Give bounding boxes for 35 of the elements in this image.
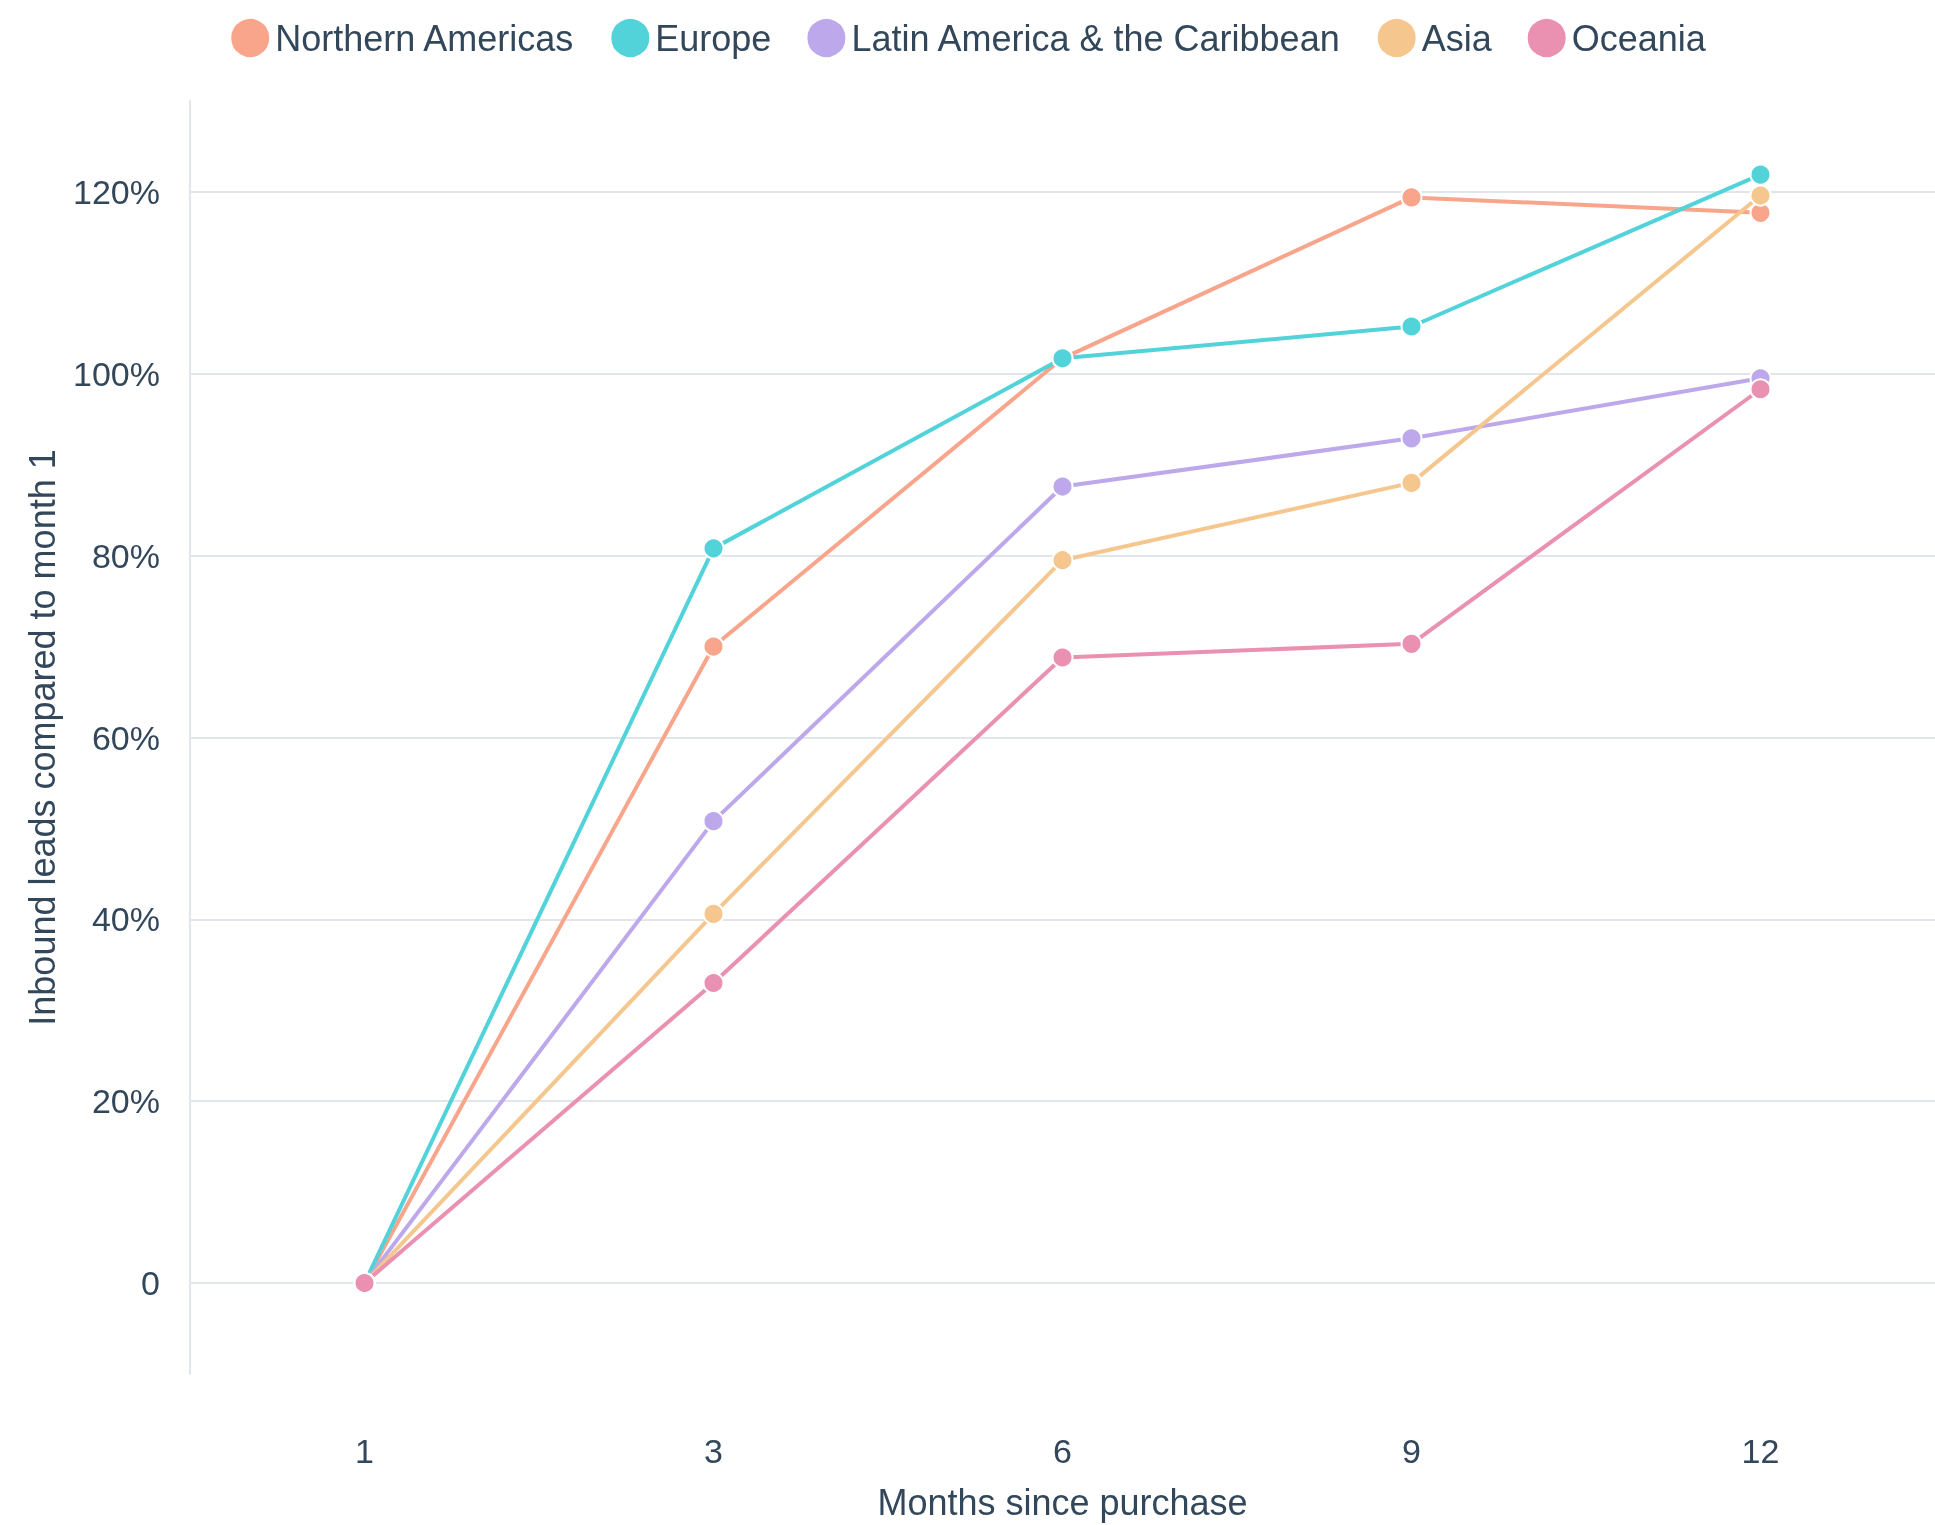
point (1749, 184, 1772, 207)
x-tick-label: 1 (355, 1432, 374, 1470)
point (1051, 646, 1074, 669)
point (702, 972, 725, 994)
point (1400, 315, 1423, 338)
point (1400, 632, 1423, 655)
y-tick-label: 40% (91, 900, 160, 939)
x-tick-label: 9 (1402, 1432, 1421, 1470)
point (1749, 163, 1772, 186)
legend-label: Europe (655, 17, 772, 59)
point (1400, 186, 1423, 209)
point (702, 902, 725, 925)
y-axis-title: Inbound leads compared to month 1 (21, 449, 63, 1026)
y-tick-label: 20% (91, 1082, 160, 1121)
legend-label: Latin America & the Caribbean (851, 17, 1340, 59)
legend-label: Northern Americas (275, 17, 574, 59)
point (1749, 378, 1772, 401)
x-tick-label: 12 (1741, 1432, 1780, 1470)
y-tick-label: 0 (141, 1264, 160, 1303)
x-axis-title: Months since purchase (877, 1481, 1248, 1523)
point (702, 635, 725, 658)
y-tick-label: 80% (91, 536, 160, 575)
legend-label: Asia (1421, 17, 1493, 59)
y-tick-label: 100% (73, 354, 160, 393)
point (702, 810, 725, 833)
point (702, 537, 725, 560)
point (1400, 471, 1423, 494)
point (1400, 427, 1423, 450)
x-tick-label: 3 (704, 1432, 723, 1470)
x-tick-label: 6 (1053, 1432, 1072, 1470)
point (1051, 549, 1074, 572)
y-tick-label: 120% (73, 172, 160, 211)
point (1051, 475, 1074, 498)
legend-label: Oceania (1571, 17, 1707, 59)
y-tick-label: 60% (91, 718, 160, 757)
